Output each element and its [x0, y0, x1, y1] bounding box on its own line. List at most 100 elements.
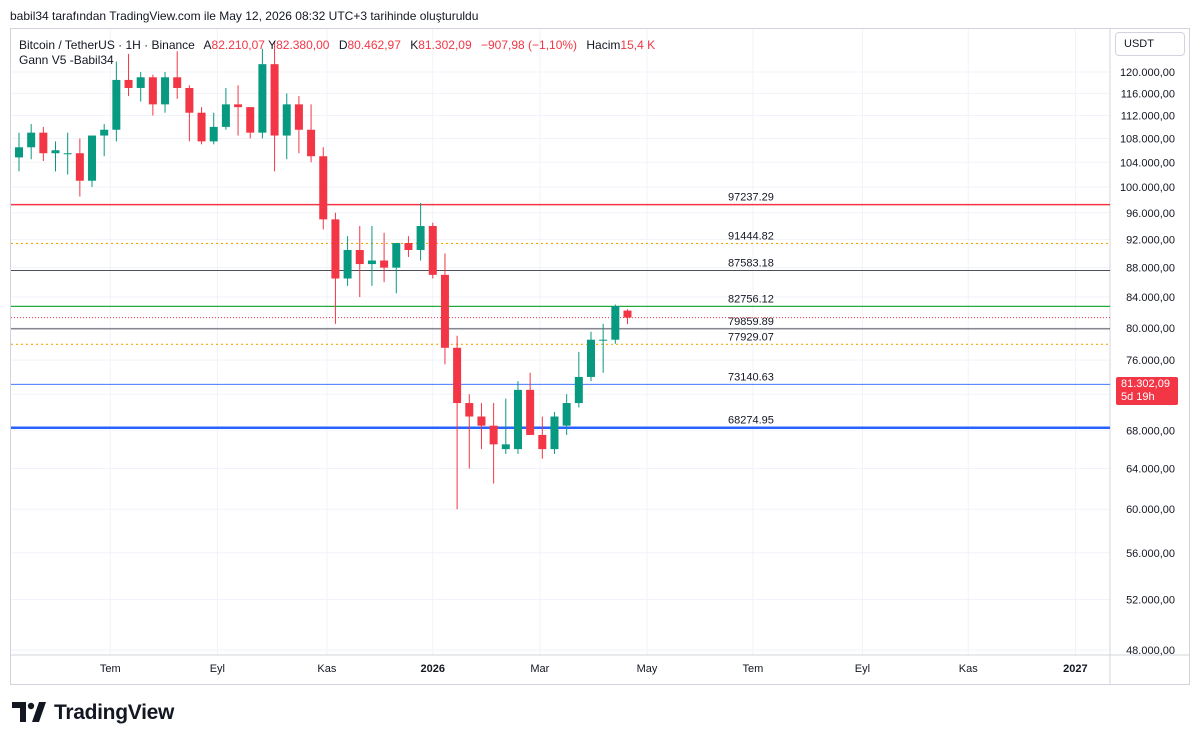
- candle-body[interactable]: [367, 260, 376, 265]
- candle-body[interactable]: [623, 310, 632, 318]
- candle-body[interactable]: [538, 434, 547, 450]
- candle-body[interactable]: [39, 132, 48, 154]
- candle-body[interactable]: [148, 77, 157, 105]
- tradingview-logo-icon: [12, 702, 46, 724]
- candle-body[interactable]: [489, 425, 498, 445]
- candle-body[interactable]: [27, 132, 36, 148]
- candle-body[interactable]: [197, 112, 206, 142]
- candle-body[interactable]: [124, 79, 133, 88]
- y-tick-label: 100.000,00: [1120, 182, 1175, 194]
- y-tick-label: 112.000,00: [1121, 111, 1175, 123]
- chart-frame: [10, 28, 1190, 685]
- x-tick-label: Mar: [530, 663, 549, 675]
- candle-body[interactable]: [562, 403, 571, 426]
- candle-body[interactable]: [477, 416, 486, 426]
- currency-selector[interactable]: USDT: [1115, 32, 1185, 56]
- candle-body[interactable]: [574, 376, 583, 404]
- candle-body[interactable]: [15, 147, 23, 158]
- low-value: 80.462,97: [347, 38, 401, 52]
- candle-body[interactable]: [599, 339, 608, 341]
- gann-level-label: 87583.18: [728, 258, 774, 270]
- tradingview-wordmark: TradingView: [54, 701, 175, 724]
- candle-body[interactable]: [404, 243, 413, 250]
- chart-caption: babil34 tarafından TradingView.com ile M…: [10, 9, 479, 23]
- high-label: Y: [268, 38, 277, 52]
- candle-body[interactable]: [258, 64, 267, 133]
- candle-body[interactable]: [465, 403, 474, 417]
- y-tick-label: 116.000,00: [1121, 88, 1175, 100]
- y-tick-label: 108.000,00: [1120, 133, 1175, 145]
- tradingview-logo[interactable]: TradingView: [12, 700, 174, 726]
- open-label: A: [203, 38, 212, 52]
- candle-body[interactable]: [246, 107, 255, 133]
- y-tick-label: 104.000,00: [1120, 157, 1175, 169]
- candle-body[interactable]: [282, 104, 291, 136]
- candle-body[interactable]: [234, 104, 243, 108]
- candle-body[interactable]: [221, 104, 230, 127]
- gann-level-label: 97237.29: [728, 192, 774, 204]
- symbol-legend[interactable]: Bitcoin / TetherUS · 1H · Binance A82.21…: [19, 37, 655, 53]
- change-value: −907,98 (−1,10%): [480, 38, 578, 52]
- gann-level-label: 82756.12: [728, 293, 774, 305]
- candle-body[interactable]: [136, 77, 145, 88]
- indicator-legend[interactable]: Gann V5 -Babil34: [19, 53, 114, 67]
- x-tick-label: 2026: [421, 663, 445, 675]
- candle-body[interactable]: [550, 416, 559, 450]
- candle-body[interactable]: [453, 347, 462, 404]
- candle-body[interactable]: [307, 129, 316, 157]
- y-tick-label: 76.000,00: [1126, 355, 1175, 367]
- gann-level-label: 77929.07: [728, 331, 774, 343]
- candle-body[interactable]: [331, 219, 340, 279]
- low-label: D: [338, 38, 348, 52]
- y-tick-label: 68.000,00: [1126, 425, 1175, 437]
- candle-body[interactable]: [100, 129, 109, 136]
- candle-body[interactable]: [392, 243, 401, 268]
- x-tick-label: Kas: [317, 663, 336, 675]
- y-tick-label: 48.000,00: [1126, 645, 1175, 657]
- candle-body[interactable]: [51, 150, 60, 154]
- candle-body[interactable]: [270, 64, 279, 136]
- y-tick-label: 120.000,00: [1120, 67, 1175, 79]
- candle-body[interactable]: [611, 306, 620, 340]
- y-tick-label: 92.000,00: [1126, 235, 1175, 247]
- high-value: 82.380,00: [276, 38, 330, 52]
- candle-body[interactable]: [161, 77, 170, 105]
- candle-body[interactable]: [112, 79, 121, 130]
- candle-body[interactable]: [173, 77, 182, 88]
- candle-body[interactable]: [526, 389, 535, 435]
- candle-body[interactable]: [63, 153, 72, 155]
- y-tick-label: 96.000,00: [1126, 208, 1175, 220]
- last-price-value: 81.302,09: [1121, 378, 1170, 390]
- candle-body[interactable]: [380, 260, 389, 268]
- volume-value: 15,4 K: [620, 38, 656, 52]
- candle-body[interactable]: [428, 226, 437, 275]
- x-tick-label: Tem: [742, 663, 763, 675]
- candle-body[interactable]: [185, 87, 194, 113]
- candle-body[interactable]: [513, 389, 522, 450]
- x-tick-label: Eyl: [210, 663, 225, 675]
- x-tick-label: 2027: [1063, 663, 1087, 675]
- candle-body[interactable]: [586, 339, 595, 377]
- candle-body[interactable]: [501, 444, 510, 450]
- candle-body[interactable]: [88, 135, 97, 181]
- candle-body[interactable]: [319, 156, 328, 220]
- y-tick-label: 80.000,00: [1126, 323, 1175, 335]
- y-tick-label: 52.000,00: [1126, 595, 1175, 607]
- candle-body[interactable]: [416, 226, 425, 250]
- candle-body[interactable]: [294, 104, 303, 130]
- x-tick-label: Tem: [100, 663, 121, 675]
- close-value: 81.302,09: [418, 38, 472, 52]
- last-price-badge: 81.302,09 5d 19h: [1116, 377, 1178, 405]
- candle-body[interactable]: [209, 126, 218, 142]
- y-tick-label: 64.000,00: [1126, 464, 1175, 476]
- candle-body[interactable]: [440, 274, 449, 348]
- symbol-title[interactable]: Bitcoin / TetherUS · 1H · Binance: [19, 38, 195, 52]
- y-tick-label: 88.000,00: [1126, 263, 1175, 275]
- candle-body[interactable]: [343, 249, 352, 279]
- y-tick-label: 84.000,00: [1126, 292, 1175, 304]
- candle-body[interactable]: [355, 249, 364, 265]
- candle-body[interactable]: [75, 153, 84, 181]
- x-tick-label: May: [637, 663, 658, 675]
- x-tick-label: Eyl: [855, 663, 870, 675]
